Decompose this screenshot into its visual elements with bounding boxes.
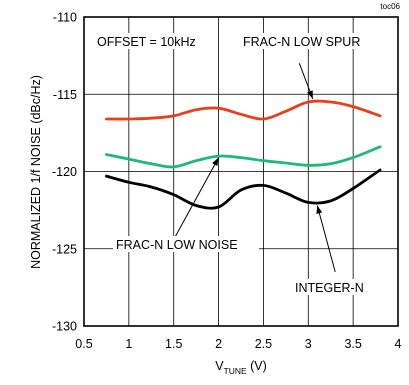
y-tick-label: -125 [52, 242, 77, 256]
y-axis-label: NORMALIZED 1/f NOISE (dBc/Hz) [29, 75, 43, 269]
x-tick-label: 0.5 [75, 337, 92, 351]
x-tick-label: 1 [125, 337, 132, 351]
x-axis-label-sub: TUNE [224, 366, 247, 376]
x-tick-label: 2.5 [255, 337, 272, 351]
y-tick-label: -130 [52, 320, 77, 334]
annotation-arrow-head [212, 157, 219, 167]
y-tick-label: -115 [53, 88, 77, 102]
offset-label: OFFSET = 10kHz [97, 35, 196, 49]
series-line-0 [105, 99, 382, 121]
x-tick-label: 4 [395, 337, 402, 351]
offset-label-bg [94, 33, 200, 49]
plot-frame [83, 16, 399, 327]
low-spur-label: FRAC-N LOW SPUR [243, 35, 360, 49]
arrow-group [173, 63, 336, 273]
series-line-2 [105, 168, 382, 210]
low-noise-label: FRAC-N LOW NOISE [116, 238, 238, 252]
x-tick-label: 3.5 [344, 337, 361, 351]
x-tick-label: 2 [215, 337, 222, 351]
x-tick-label: 1.5 [165, 337, 182, 351]
y-tick-label: -110 [53, 11, 77, 25]
series-group [105, 99, 382, 210]
x-axis-label-unit: (V) [247, 359, 267, 373]
series-line-1 [105, 145, 382, 169]
annotation-arrow-head [316, 205, 323, 214]
annotation-arrow-line [173, 157, 220, 240]
low-spur-label-bg [240, 33, 391, 49]
annotation-arrow-head [307, 90, 313, 99]
annotation-arrow-line [316, 205, 336, 273]
y-tick-label: -120 [52, 165, 77, 179]
x-axis-label-main: V [215, 359, 224, 373]
x-axis-label: VTUNE (V) [215, 359, 267, 376]
x-tick-label: 3 [305, 337, 312, 351]
x-tick-labels: 0.5 1 1.5 2 2.5 3 3.5 4 [75, 337, 401, 351]
integer-n-label-bg [292, 279, 368, 295]
y-tick-labels: -110 -115 -120 -125 -130 [52, 11, 77, 334]
figure-id-label: toc06 [380, 2, 400, 11]
low-noise-label-bg [113, 236, 259, 252]
integer-n-label: INTEGER-N [295, 281, 364, 295]
